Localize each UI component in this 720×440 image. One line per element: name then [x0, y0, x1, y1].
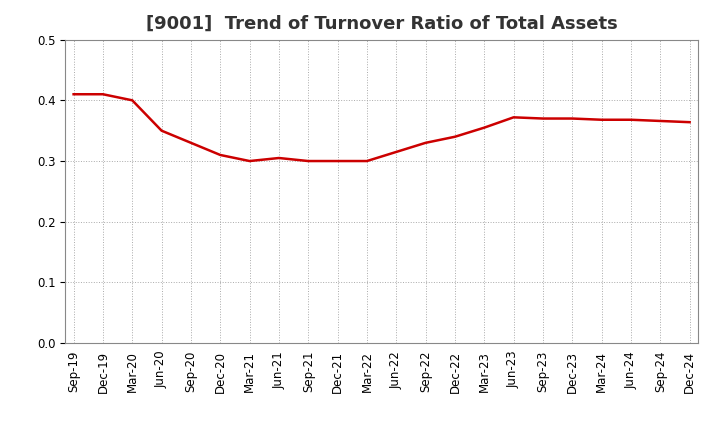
- Title: [9001]  Trend of Turnover Ratio of Total Assets: [9001] Trend of Turnover Ratio of Total …: [145, 15, 618, 33]
